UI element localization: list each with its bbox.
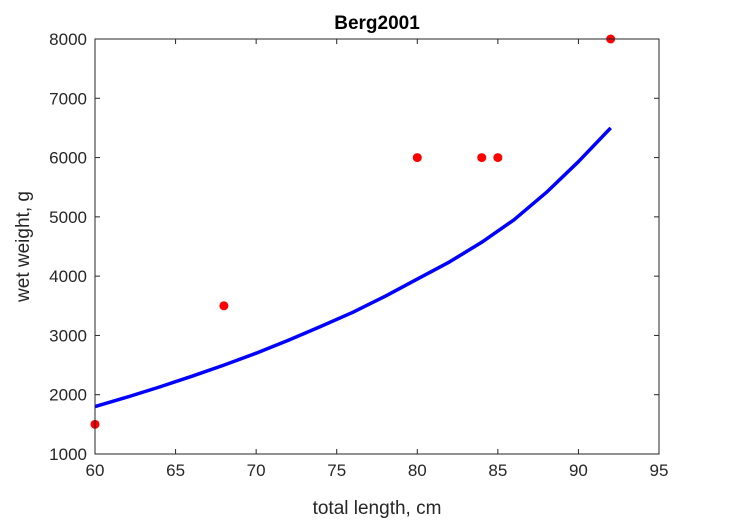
y-tick-label: 4000 — [49, 267, 87, 286]
y-tick-label: 3000 — [49, 326, 87, 345]
y-tick-label: 8000 — [49, 30, 87, 49]
y-axis-label: wet weight, g — [13, 191, 34, 303]
x-tick-label: 75 — [327, 461, 346, 480]
x-tick-label: 80 — [408, 461, 427, 480]
data-point — [412, 153, 422, 163]
x-tick-label: 85 — [488, 461, 507, 480]
plot-frame — [94, 38, 660, 455]
x-tick-label: 95 — [650, 461, 669, 480]
y-tick-label: 7000 — [49, 89, 87, 108]
y-tick-label: 2000 — [49, 386, 87, 405]
x-tick-label: 90 — [569, 461, 588, 480]
x-tick-label: 70 — [247, 461, 266, 480]
x-tick-label: 65 — [166, 461, 185, 480]
data-point — [219, 301, 229, 311]
x-tick-label: 60 — [86, 461, 105, 480]
y-tick-label: 1000 — [49, 445, 87, 464]
y-tick-label: 6000 — [49, 149, 87, 168]
y-axis: 1000 2000 3000 4000 5000 6000 7000 8000 — [49, 30, 659, 464]
y-tick-label: 5000 — [49, 208, 87, 227]
x-axis-label: total length, cm — [313, 498, 442, 519]
chart-title: Berg2001 — [334, 13, 420, 34]
series-layer — [90, 34, 616, 429]
data-point — [477, 153, 487, 163]
fit-curve-line — [94, 126, 612, 409]
x-axis: 60 65 70 75 80 85 90 95 — [86, 39, 669, 480]
data-point — [493, 153, 503, 163]
